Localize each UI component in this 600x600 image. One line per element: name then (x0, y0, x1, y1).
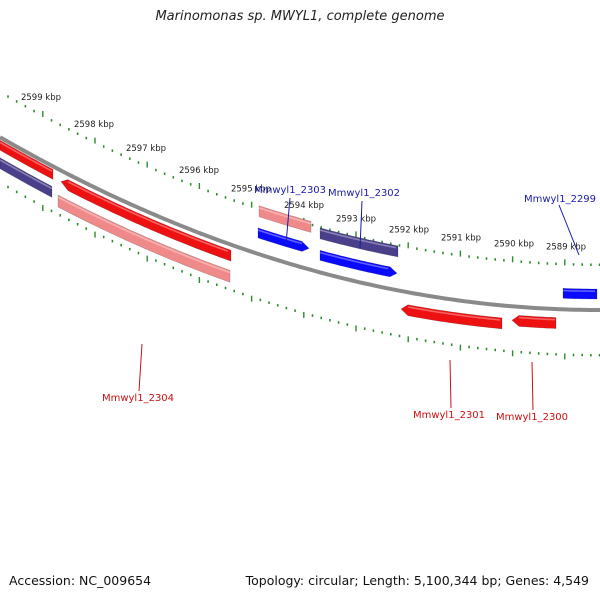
gene-label[interactable]: Mmwyl1_2302 (328, 188, 400, 199)
callout-line (285, 197, 291, 245)
cds-arrow-2302-highlight (319, 251, 389, 270)
gene-label[interactable]: Mmwyl1_2301 (413, 410, 485, 421)
gene-block-2303[interactable] (258, 205, 312, 233)
callout-line (138, 343, 143, 392)
ruler-label: 2594 kbp (284, 201, 324, 211)
cds-arrow-2300-highlight (518, 316, 556, 321)
cds-arrow-2304-highlight (67, 181, 229, 253)
gene-block-2302-highlight (319, 229, 397, 249)
cds-arrow-2303-highlight (257, 229, 303, 245)
callout-line (558, 204, 580, 256)
cds-arrow-partial-left[interactable] (0, 139, 54, 180)
gene-callouts: Mmwyl1_2303 Mmwyl1_2302 Mmwyl1_2299 Mmwyl1_… (102, 185, 596, 423)
gene-block-partial-left[interactable] (0, 157, 53, 198)
ruler-label: 2598 kbp (74, 120, 114, 130)
ruler-label: 2596 kbp (179, 166, 219, 176)
cds-arrow-2299-highlight (562, 289, 595, 292)
feature-track (0, 139, 598, 330)
gene-label[interactable]: Mmwyl1_2300 (496, 412, 568, 423)
gene-label[interactable]: Mmwyl1_2299 (524, 194, 596, 205)
gene-block-2304[interactable] (57, 194, 231, 283)
cds-arrow-2301[interactable] (400, 304, 503, 330)
cds-arrow-2302[interactable] (319, 250, 398, 278)
genome-backbone (0, 135, 600, 312)
cds-arrow-partial-left-highlight (0, 141, 53, 172)
gene-block-2304-highlight (57, 196, 231, 274)
ruler-labels: 2599 kbp 2598 kbp 2597 kbp 2596 kbp 2595 kbp… (21, 93, 586, 252)
gene-block-partial-left-highlight (0, 159, 53, 190)
callout-line (449, 359, 452, 409)
inner-tick-ring (7, 185, 600, 360)
cds-arrow-2304[interactable] (60, 179, 232, 262)
ruler-label: 2593 kbp (336, 214, 376, 224)
cds-arrow-2303[interactable] (257, 227, 310, 252)
genome-summary: Topology: circular; Length: 5,100,344 bp… (245, 573, 589, 588)
ruler-label: 2592 kbp (389, 226, 429, 236)
ruler-label: 2597 kbp (126, 144, 166, 154)
gene-block-2302[interactable] (319, 227, 399, 258)
ruler-label: 2590 kbp (494, 239, 534, 249)
ruler-label: 2589 kbp (546, 242, 586, 252)
cds-arrow-2300[interactable] (511, 315, 557, 329)
ruler-label: 2591 kbp (441, 234, 481, 244)
gene-label[interactable]: Mmwyl1_2303 (254, 185, 326, 196)
ruler-label: 2599 kbp (21, 93, 61, 103)
ruler-label: 2595 kbp (231, 185, 271, 195)
cds-arrow-2299[interactable] (562, 287, 598, 300)
callout-line (531, 361, 534, 411)
gene-block-2303-highlight (258, 207, 312, 225)
accession-label: Accession: NC_009654 (9, 573, 152, 588)
callout-line (359, 200, 363, 249)
map-title: Marinomonas sp. MWYL1, complete genome (155, 9, 445, 24)
cds-arrow-2301-highlight (407, 306, 501, 321)
gene-label[interactable]: Mmwyl1_2304 (102, 393, 174, 404)
